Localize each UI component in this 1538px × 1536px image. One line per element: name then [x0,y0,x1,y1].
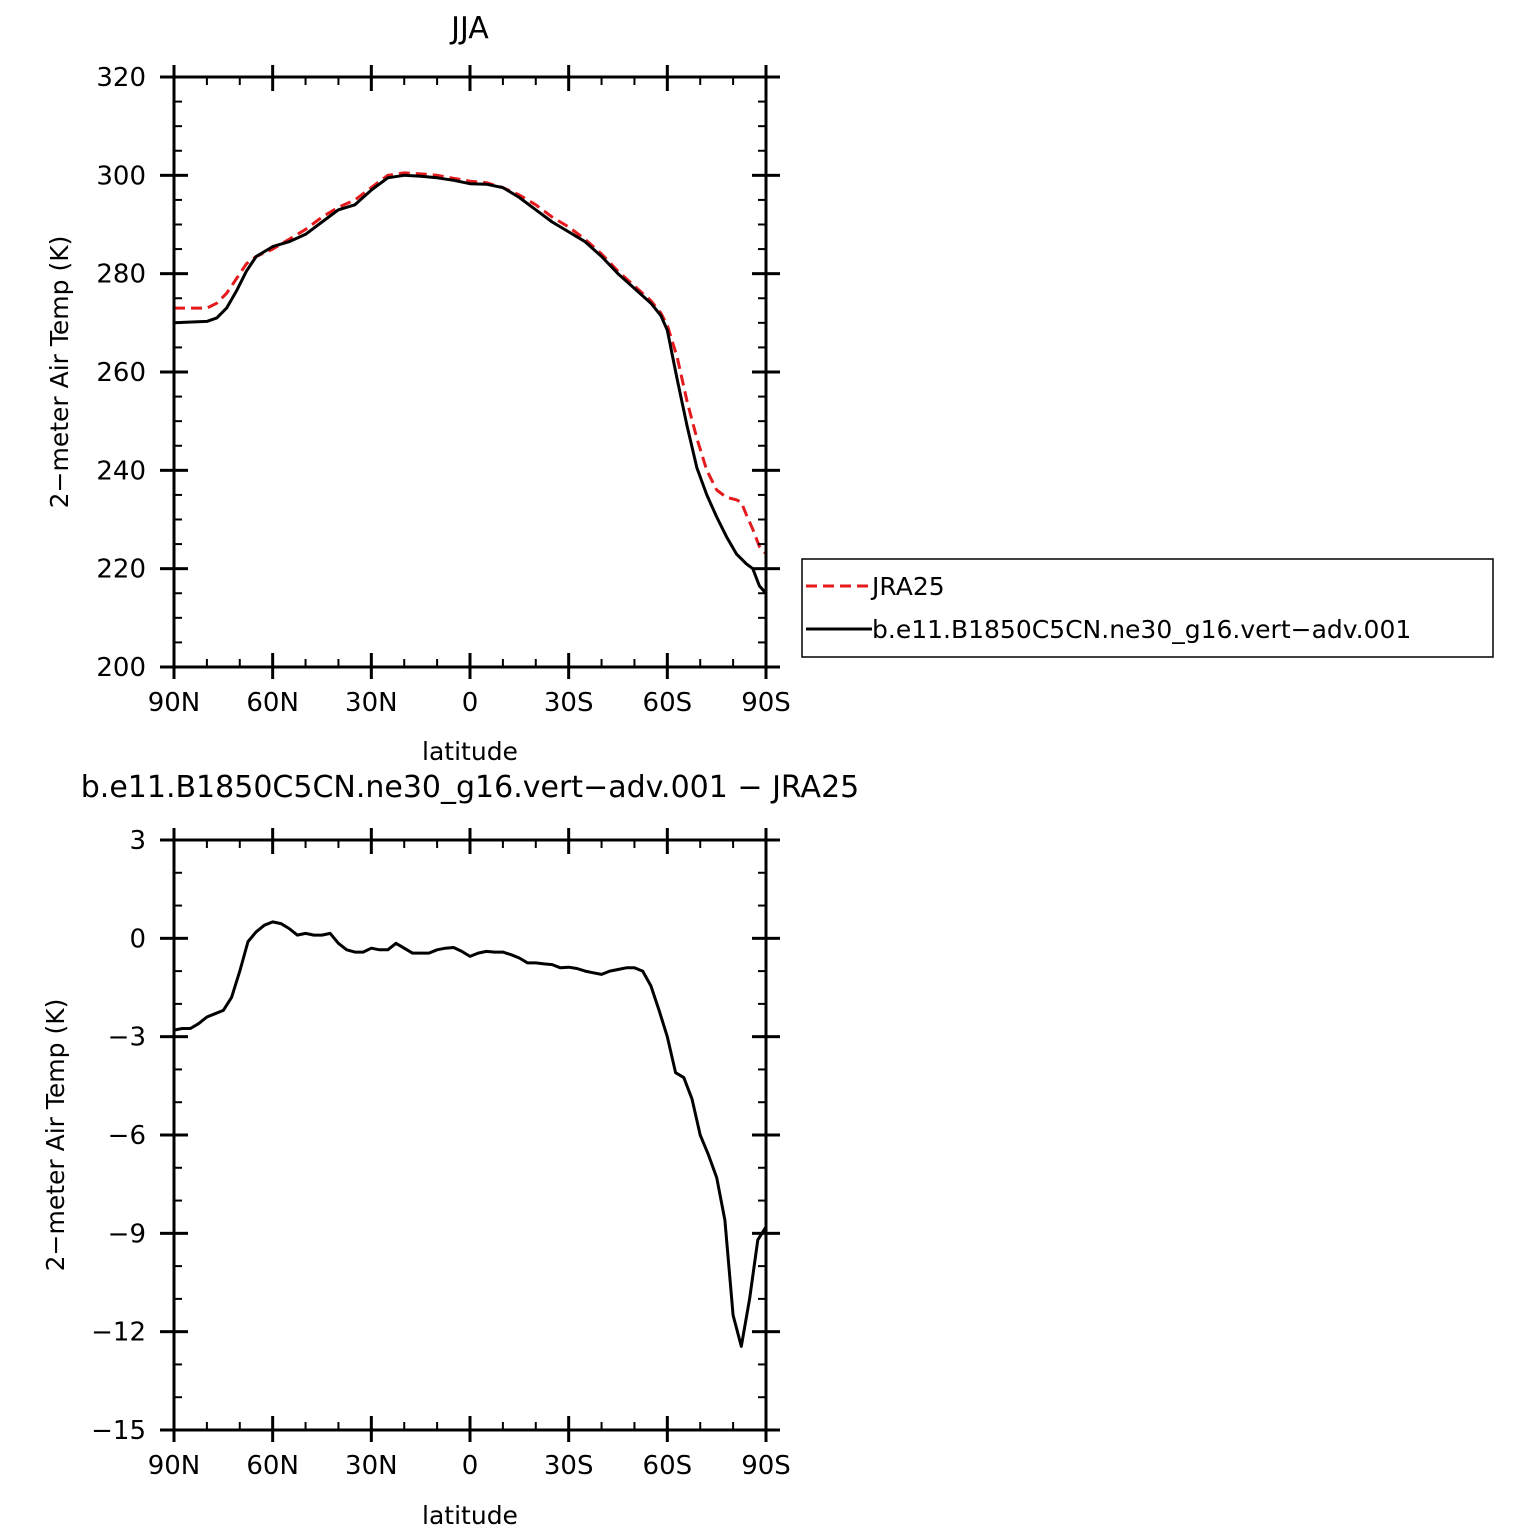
bottom-y-tick-label: 3 [129,826,146,856]
top-x-tick-label: 60S [643,688,693,718]
bottom-x-tick-label: 90S [741,1451,791,1481]
top-panel: JJA 90N 60N 30N 0 30S 60S 90S 200 220 240 260 280 30… [45,11,791,766]
bottom-series-line-0 [173,920,768,1348]
bottom-x-tick-label: 0 [462,1451,479,1481]
top-y-tick-label: 200 [96,653,146,683]
bottom-chart-title: b.e11.B1850C5CN.ne30_g16.vert−adv.001 − … [81,770,860,805]
bottom-x-tick-label: 60N [246,1451,299,1481]
bottom-y-tick-label: −6 [108,1121,146,1151]
bottom-x-tick-label: 60S [643,1451,693,1481]
bottom-x-tick-label: 30S [544,1451,594,1481]
top-y-tick-label: 320 [96,63,146,93]
bottom-plot-frame [172,838,768,1432]
top-series-group [173,171,768,595]
bottom-ticks-group: 90N 60N 30N 0 30S 60S 90S −15 −12 −9 −6 −3 0 3 [91,826,791,1481]
top-y-tick-label: 280 [96,260,146,290]
top-series-line-0 [174,171,768,555]
legend-label-jra25: JRA25 [870,572,945,601]
bottom-y-tick-label: 0 [129,924,146,954]
bottom-x-tick-label: 90N [148,1451,201,1481]
bottom-y-tick-label: −9 [108,1219,146,1249]
top-y-tick-label: 240 [96,456,146,486]
top-x-tick-label: 30S [544,688,594,718]
bottom-x-tick-label: 30N [345,1451,398,1481]
bottom-x-axis-title: latitude [422,1501,518,1530]
bottom-y-tick-label: −12 [91,1318,146,1348]
bottom-y-tick-label: −3 [108,1023,146,1053]
legend: JRA25 b.e11.B1850C5CN.ne30_g16.vert−adv.… [801,558,1494,658]
bottom-y-tick-label: −15 [91,1416,146,1446]
bottom-y-axis-title: 2−meter Air Temp (K) [41,999,70,1272]
bottom-series-group [173,920,768,1348]
top-series-line-1 [173,173,768,595]
top-x-tick-label: 90S [741,688,791,718]
top-y-tick-label: 300 [96,161,146,191]
top-x-tick-label: 30N [345,688,398,718]
legend-label-model: b.e11.B1850C5CN.ne30_g16.vert−adv.001 [872,615,1411,644]
legend-box [801,558,1494,658]
top-x-tick-label: 90N [148,688,201,718]
bottom-panel: b.e11.B1850C5CN.ne30_g16.vert−adv.001 − … [41,770,859,1530]
top-x-tick-label: 0 [462,688,479,718]
top-y-tick-label: 220 [96,555,146,585]
top-x-tick-label: 60N [246,688,299,718]
top-y-axis-title: 2−meter Air Temp (K) [45,236,74,509]
top-y-tick-label: 260 [96,358,146,388]
top-chart-title: JJA [449,11,489,46]
top-ticks-group: 90N 60N 30N 0 30S 60S 90S 200 220 240 260 280 300 320 [96,63,790,718]
top-x-axis-title: latitude [422,737,518,766]
